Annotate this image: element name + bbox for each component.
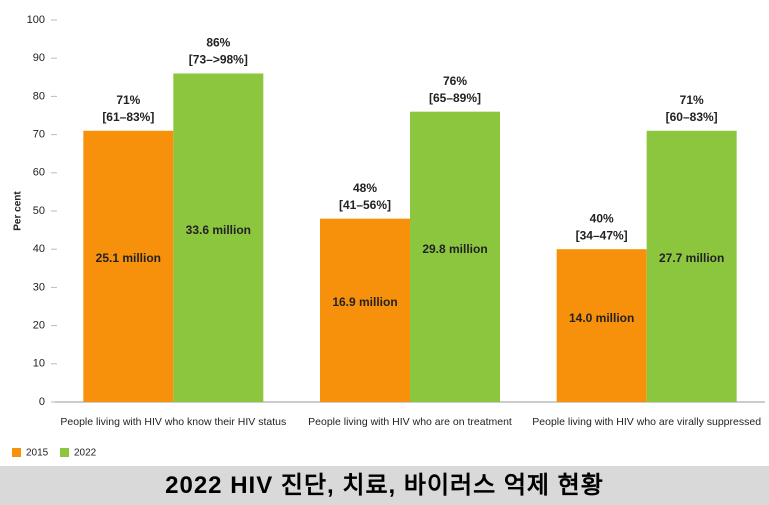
legend-label: 2015: [26, 448, 49, 459]
value-label: 76%: [443, 74, 467, 88]
count-label: 29.8 million: [422, 241, 488, 256]
y-tick-label: 80: [33, 90, 45, 102]
value-label: 71%: [116, 93, 140, 107]
range-label: [73–>98%]: [189, 53, 248, 67]
value-label: 48%: [353, 181, 377, 195]
count-label: 25.1 million: [95, 251, 161, 266]
bar: [410, 111, 500, 403]
x-tick-label: People living with HIV who are virally s…: [532, 416, 761, 428]
count-label: 14.0 million: [568, 310, 635, 325]
value-label: 86%: [206, 36, 230, 50]
bar: [646, 130, 737, 402]
bar: [83, 130, 174, 402]
y-tick-label: 50: [33, 205, 45, 217]
y-tick-label: 70: [33, 129, 45, 141]
y-tick-label: 10: [33, 358, 45, 370]
range-label: [60–83%]: [666, 110, 718, 124]
y-tick-label: 30: [33, 281, 45, 293]
y-tick-label: 0: [39, 396, 45, 408]
y-tick-label: 60: [33, 167, 45, 179]
y-tick-label: 100: [27, 14, 45, 26]
chart-title: 2022 HIV 진단, 치료, 바이러스 억제 현황: [0, 466, 769, 505]
bar: [320, 218, 410, 402]
bar: [173, 73, 264, 402]
range-label: [41–56%]: [339, 198, 391, 212]
x-tick-label: People living with HIV who are on treatm…: [308, 416, 512, 428]
legend-label: 2022: [74, 448, 97, 459]
y-axis-label: Per cent: [13, 191, 24, 231]
legend-swatch: [60, 448, 69, 457]
plot: Per cent 0 10 20 30 40 50 60 70 80 90 100 People li…: [12, 14, 765, 459]
x-tick-label: People living with HIV who know their HI…: [60, 416, 286, 428]
range-label: [61–83%]: [102, 110, 154, 124]
value-label: 40%: [590, 211, 614, 225]
range-label: [65–89%]: [429, 91, 481, 105]
y-tick-label: 20: [33, 320, 45, 332]
count-label: 16.9 million: [332, 295, 398, 310]
bar: [556, 249, 647, 402]
y-tick-label: 40: [33, 243, 45, 255]
y-tick-label: 90: [33, 52, 45, 64]
count-label: 27.7 million: [658, 251, 725, 266]
value-label: 71%: [680, 93, 704, 107]
count-label: 33.6 million: [185, 222, 251, 237]
range-label: [34–47%]: [576, 228, 628, 242]
legend-swatch: [12, 448, 21, 457]
